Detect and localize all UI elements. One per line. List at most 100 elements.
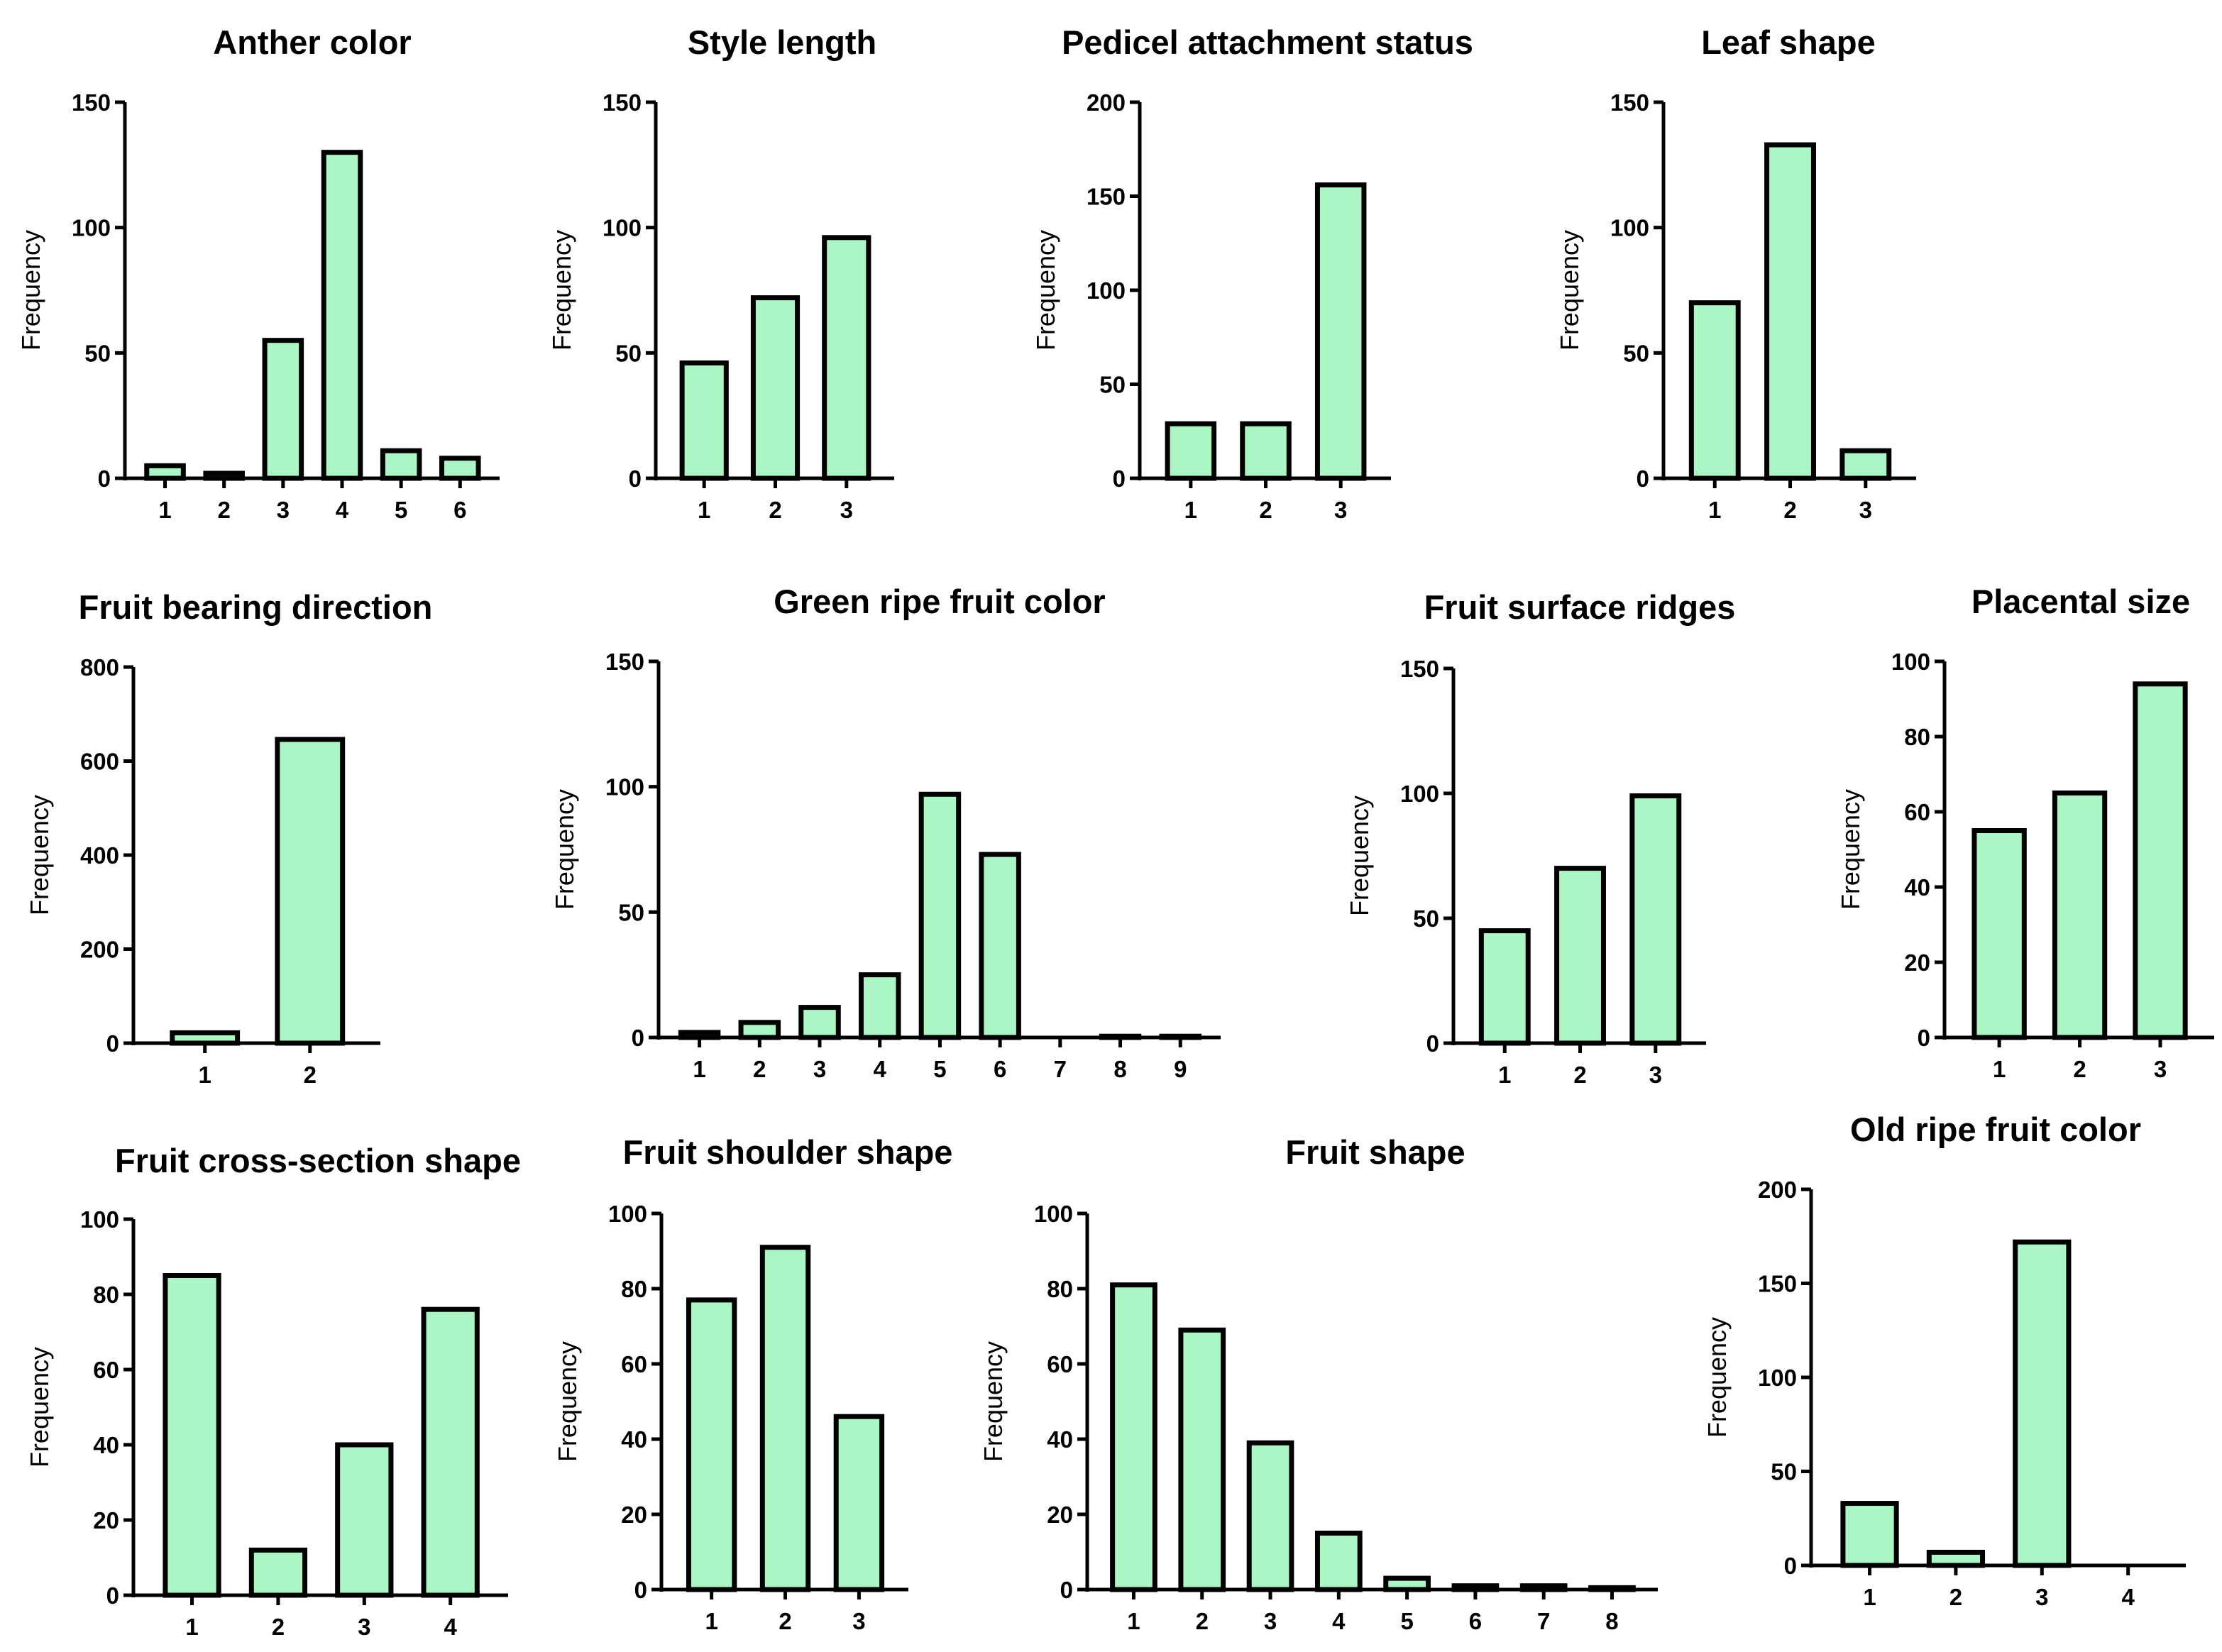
bar [262, 338, 304, 481]
y-tick-label: 100 [80, 1206, 119, 1233]
chart-panel: Anther color 0 50 100 150 1 2 3 4 5 6 Frequency [16, 23, 500, 523]
bar [833, 1414, 885, 1592]
y-tick-label: 20 [621, 1502, 647, 1528]
y-tick-label: 150 [1400, 656, 1439, 682]
x-tick-label: 1 [158, 497, 171, 523]
chart-title: Fruit shoulder shape [623, 1133, 953, 1171]
chart-title: Leaf shape [1701, 23, 1876, 61]
y-axis-label: Frequency [547, 230, 576, 351]
y-axis-label: Frequency [25, 795, 54, 915]
x-tick-label: 5 [933, 1056, 946, 1082]
y-tick-label: 0 [1113, 466, 1126, 492]
x-tick-label: 3 [1859, 497, 1872, 523]
y-tick-label: 0 [1426, 1030, 1439, 1057]
chart-panel: Fruit bearing direction 0 200 400 600 800 1 2 Fr… [25, 588, 432, 1088]
y-tick-label: 0 [1784, 1553, 1797, 1579]
bar [750, 295, 801, 481]
x-tick-label: 3 [813, 1056, 826, 1082]
y-tick-label: 100 [1034, 1201, 1073, 1227]
bar [1314, 1531, 1363, 1592]
bar [1688, 300, 1741, 481]
y-axis-label: Frequency [550, 789, 579, 910]
bar [1246, 1440, 1294, 1592]
y-tick-label: 50 [84, 340, 111, 366]
y-tick-label: 50 [1099, 372, 1126, 398]
y-tick-label: 150 [1610, 89, 1649, 116]
chart-panel: Placental size 0 20 40 60 80 100 1 2 3 Frequency [1836, 583, 2214, 1082]
x-tick-label: 2 [769, 497, 781, 523]
y-tick-label: 100 [72, 215, 111, 241]
bar [1110, 1282, 1157, 1592]
y-tick-label: 50 [1623, 340, 1649, 366]
bar [439, 456, 481, 481]
chart-title: Placental size [1971, 583, 2190, 620]
y-tick-label: 400 [80, 842, 119, 869]
bar [1478, 928, 1531, 1046]
chart-panel: Old ripe fruit color 0 50 100 150 200 1 2 3 4 Freq… [1703, 1111, 2186, 1610]
y-tick-label: 100 [603, 215, 642, 241]
x-tick-label: 3 [2154, 1056, 2167, 1082]
y-tick-label: 200 [80, 937, 119, 963]
bar [686, 1297, 737, 1592]
y-tick-label: 60 [93, 1357, 119, 1383]
y-tick-label: 50 [1413, 905, 1439, 932]
y-axis-label: Frequency [1345, 795, 1374, 916]
y-tick-label: 20 [1047, 1502, 1073, 1528]
y-tick-label: 800 [80, 654, 119, 681]
y-tick-label: 150 [603, 89, 642, 116]
x-tick-label: 2 [1949, 1584, 1962, 1610]
bar [918, 791, 962, 1040]
x-tick-label: 7 [1054, 1056, 1067, 1082]
x-tick-label: 8 [1605, 1608, 1618, 1634]
y-tick-label: 100 [1400, 781, 1439, 807]
y-tick-label: 150 [1758, 1271, 1797, 1297]
bar [1629, 793, 1682, 1046]
y-tick-label: 100 [1758, 1365, 1797, 1391]
bar [798, 1005, 841, 1040]
bar [822, 235, 871, 481]
y-tick-label: 80 [621, 1276, 647, 1302]
x-tick-label: 1 [199, 1062, 211, 1088]
bar [144, 463, 186, 481]
y-tick-label: 40 [93, 1432, 119, 1458]
x-tick-label: 1 [705, 1608, 717, 1634]
x-tick-label: 3 [1649, 1062, 1662, 1088]
bar [1314, 182, 1367, 481]
y-tick-label: 0 [106, 1582, 119, 1609]
bar [1240, 421, 1292, 481]
y-tick-label: 100 [1891, 649, 1930, 675]
bar [759, 1245, 811, 1592]
chart-panel: Leaf shape 0 50 100 150 1 2 3 Frequency [1555, 23, 1916, 523]
bar [275, 737, 346, 1046]
bar [679, 360, 729, 481]
y-axis-label: Frequency [1836, 789, 1865, 910]
x-tick-label: 4 [336, 497, 349, 523]
y-axis-label: Frequency [1703, 1317, 1732, 1438]
y-tick-label: 60 [621, 1351, 647, 1377]
chart-title: Fruit shape [1285, 1133, 1465, 1171]
chart-panel: Fruit cross-section shape 0 20 40 60 80 100 1 2 3… [25, 1142, 521, 1640]
bar [738, 1020, 781, 1040]
bar [380, 448, 422, 481]
x-tick-label: 3 [277, 497, 290, 523]
bar [248, 1547, 308, 1598]
x-tick-label: 2 [1573, 1062, 1586, 1088]
bar [1840, 1501, 1899, 1568]
y-tick-label: 150 [1087, 184, 1126, 210]
y-tick-label: 80 [93, 1282, 119, 1308]
x-tick-label: 2 [1783, 497, 1796, 523]
y-tick-label: 200 [1087, 89, 1126, 116]
y-tick-label: 60 [1047, 1351, 1073, 1377]
y-tick-label: 150 [72, 89, 111, 116]
x-tick-label: 2 [1259, 497, 1272, 523]
chart-title: Fruit cross-section shape [115, 1142, 521, 1179]
y-tick-label: 40 [1047, 1426, 1073, 1453]
chart-panel: Style length 0 50 100 150 1 2 3 Frequency [547, 23, 894, 523]
chart-panel: Pedicel attachment status 0 50 100 150 200 1 2 3… [1031, 23, 1473, 523]
x-tick-label: 1 [1498, 1062, 1511, 1088]
chart-title: Pedicel attachment status [1062, 23, 1473, 61]
bar [321, 150, 363, 481]
bar [1839, 448, 1892, 481]
x-tick-label: 2 [218, 497, 231, 523]
y-tick-label: 0 [1637, 466, 1649, 492]
